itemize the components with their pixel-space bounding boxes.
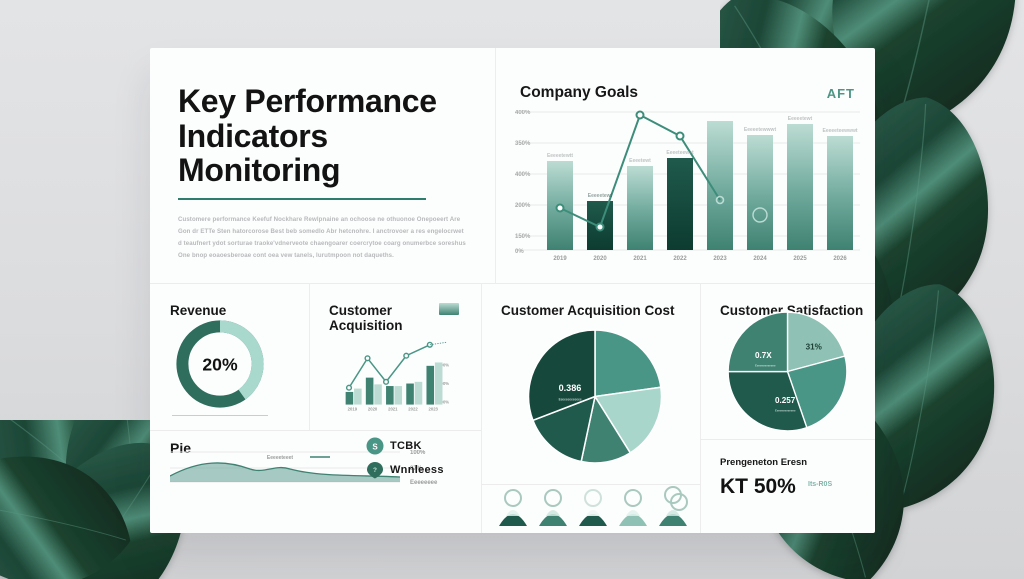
svg-text:350%: 350%	[515, 141, 531, 147]
svg-text:2019: 2019	[348, 406, 358, 411]
svg-text:0.257: 0.257	[775, 396, 796, 405]
svg-text:2023: 2023	[429, 406, 439, 411]
svg-text:?: ?	[373, 467, 377, 474]
svg-text:2024: 2024	[753, 256, 767, 262]
svg-text:Eeeeeeeeeeeee: Eeeeeeeeeeeee	[775, 409, 796, 413]
svg-text:0.386: 0.386	[559, 383, 582, 393]
svg-text:2020: 2020	[593, 256, 607, 262]
svg-text:S: S	[372, 443, 378, 452]
svg-text:2020: 2020	[368, 406, 378, 411]
svg-text:Eeeeetewtt: Eeeeetewtt	[547, 153, 573, 159]
svg-text:Eeeeetewwwt: Eeeeetewwwt	[744, 127, 777, 133]
svg-text:200%: 200%	[515, 203, 531, 209]
svg-text:Eeeeetewt: Eeeeetewt	[588, 193, 613, 199]
svg-text:Eeeeetewt: Eeeeetewt	[788, 116, 813, 122]
svg-text:0.7X: 0.7X	[755, 351, 772, 360]
svg-text:2026: 2026	[833, 256, 847, 262]
svg-text:2019: 2019	[553, 256, 567, 262]
svg-text:Eeeeeteeet: Eeeeeteeet	[267, 455, 293, 461]
svg-text:2022: 2022	[408, 406, 418, 411]
svg-text:2022: 2022	[673, 256, 687, 262]
svg-text:0%: 0%	[515, 249, 524, 255]
svg-text:2021: 2021	[388, 406, 398, 411]
svg-text:2025: 2025	[793, 256, 807, 262]
svg-text:2023: 2023	[713, 256, 727, 262]
svg-text:Eeeetewt: Eeeetewt	[629, 158, 651, 164]
svg-text:2021: 2021	[633, 256, 647, 262]
svg-text:31%: 31%	[806, 343, 822, 352]
svg-text:400%: 400%	[515, 172, 531, 178]
svg-text:Eeeeeteewwwt: Eeeeeteewwwt	[822, 128, 857, 134]
svg-text:Eeeeteewet: Eeeeteewet	[666, 150, 694, 156]
svg-text:150%: 150%	[515, 234, 531, 240]
svg-text:Eeeeeeeeeeeee: Eeeeeeeeeeeee	[559, 398, 582, 402]
svg-text:20%: 20%	[202, 354, 238, 374]
svg-text:Eeeeeeeeeeeee: Eeeeeeeeeeeee	[755, 364, 776, 368]
svg-text:400%: 400%	[515, 110, 531, 116]
